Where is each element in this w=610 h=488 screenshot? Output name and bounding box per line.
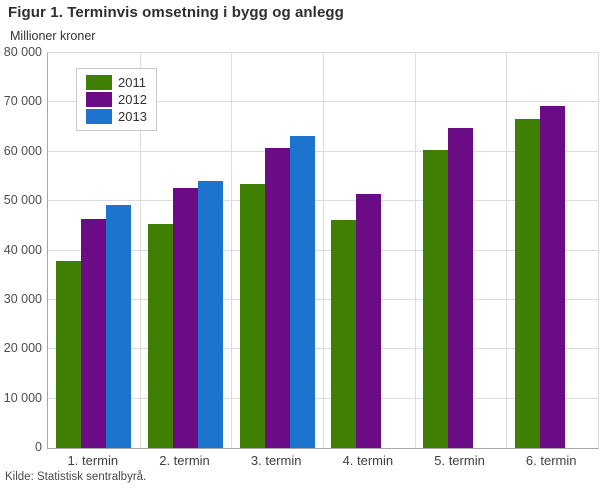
bar-2011-2-termin: [148, 224, 173, 448]
bar-slot: [473, 53, 498, 448]
bar-slot: [565, 53, 590, 448]
gridline-vertical: [506, 53, 508, 448]
bar-slot: [81, 53, 107, 448]
bar-group-5-termin: [415, 53, 507, 448]
bar-2011-1-termin: [56, 261, 82, 448]
bar-slot: [448, 53, 474, 448]
bar-slot: [106, 53, 132, 448]
legend: 2011 2012 2013: [76, 68, 157, 131]
gridline-vertical: [231, 53, 233, 448]
bar-2013-3-termin: [289, 136, 315, 448]
y-tick-label: 10 000: [3, 390, 42, 405]
bar-slot: [264, 53, 290, 448]
x-axis-label: 5. termin: [434, 453, 485, 468]
bar-group-6-termin: [506, 53, 598, 448]
y-tick-label: 60 000: [3, 143, 42, 158]
y-tick-label: 50 000: [3, 193, 42, 208]
y-tick-label: 20 000: [3, 341, 42, 356]
bar-2012-1-termin: [81, 219, 107, 448]
x-axis-label: 1. termin: [67, 453, 119, 468]
bar-slot: [173, 53, 198, 448]
gridline-vertical: [414, 53, 416, 448]
y-tick-label: 40 000: [3, 242, 42, 257]
bar-2013-2-termin: [198, 180, 223, 448]
bar-group-4-termin: [323, 53, 415, 448]
gridline-vertical: [323, 53, 324, 448]
bar-slot: [198, 53, 223, 448]
bar-slot: [423, 53, 449, 448]
bar-slot: [539, 53, 565, 448]
bar-2011-3-termin: [239, 184, 265, 448]
y-tick-label: 80 000: [3, 45, 42, 59]
bar-groups: [48, 53, 598, 448]
bar-slot: [56, 53, 82, 448]
bar-group-3-termin: [231, 53, 323, 448]
bar-2012-4-termin: [356, 194, 382, 448]
bar-2011-4-termin: [331, 219, 357, 448]
bar-group-1-termin: [48, 53, 140, 448]
legend-label: 2013: [118, 109, 147, 124]
bar-2012-5-termin: [448, 127, 474, 448]
x-axis-label: 2. termin: [159, 453, 210, 468]
legend-label: 2012: [118, 92, 147, 107]
bar-slot: [331, 53, 357, 448]
x-axis-label: 3. termin: [250, 453, 302, 468]
bar-2012-6-termin: [539, 106, 565, 448]
bar-group-2-termin: [140, 53, 232, 448]
source-note: Kilde: Statistisk sentralbyrå.: [5, 471, 147, 483]
y-tick-label: 70 000: [3, 94, 42, 109]
legend-item-2011: 2011: [86, 74, 147, 91]
bar-slot: [239, 53, 265, 448]
x-axis-labels: 1. termin 2. termin 3. termin 4. termin 5. t…: [47, 453, 597, 468]
y-axis-unit-label: Millioner kroner: [10, 29, 96, 43]
x-axis-label: 4. termin: [342, 453, 394, 468]
gridline-vertical: [139, 53, 141, 448]
chart-title: Figur 1. Terminvis omsetning i bygg og a…: [8, 4, 344, 21]
x-axis-label: 6. termin: [525, 453, 577, 468]
legend-item-2012: 2012: [86, 91, 147, 108]
bar-2011-5-termin: [423, 150, 449, 448]
bar-slot: [381, 53, 406, 448]
legend-swatch-2012: [86, 92, 112, 107]
bar-2013-1-termin: [106, 204, 132, 448]
bar-2012-2-termin: [173, 187, 198, 448]
bar-slot: [289, 53, 315, 448]
bar-slot: [356, 53, 382, 448]
y-tick-label: 30 000: [3, 291, 42, 306]
legend-item-2013: 2013: [86, 108, 147, 125]
legend-label: 2011: [118, 75, 146, 90]
plot-area: 2011 2012 2013: [47, 52, 599, 449]
legend-swatch-2011: [86, 75, 112, 90]
bar-2012-3-termin: [264, 148, 290, 448]
y-tick-label: 0: [35, 440, 42, 454]
legend-swatch-2013: [86, 109, 112, 124]
bar-2011-6-termin: [514, 119, 540, 448]
bar-slot: [514, 53, 540, 448]
bar-slot: [148, 53, 173, 448]
